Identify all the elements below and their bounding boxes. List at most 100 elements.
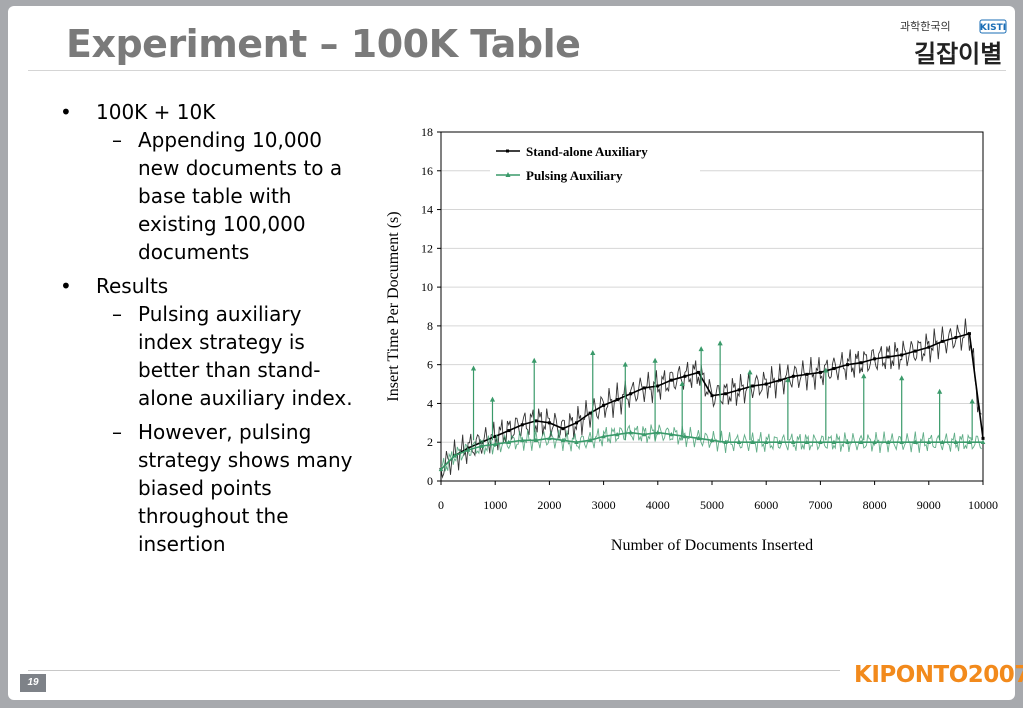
pulsing-point <box>655 430 661 435</box>
logo-korean-large: 길잡이별 <box>914 40 1002 68</box>
y-tick-label: 2 <box>427 435 433 449</box>
kiponto-logo: KIPONTO2007 <box>854 662 1023 688</box>
standalone-point <box>967 332 971 336</box>
x-tick-label: 7000 <box>808 498 832 512</box>
pulsing-point <box>926 439 932 445</box>
standalone-point <box>683 374 687 378</box>
bullet-text: 100K + 10K <box>96 100 216 124</box>
pulsing-point <box>791 439 796 445</box>
pulsing-point <box>899 439 904 445</box>
standalone-point <box>981 436 985 440</box>
pulsing-point <box>696 435 701 441</box>
x-tick-label: 3000 <box>592 498 616 512</box>
pulsing-point <box>953 439 959 445</box>
pulsing-point <box>763 439 769 445</box>
sub-bullet-item: Pulsing auxiliary index strategy is bett… <box>96 300 360 412</box>
x-tick-label: 10000 <box>968 498 998 512</box>
standalone-point <box>764 382 768 386</box>
standalone-point <box>724 392 728 396</box>
standalone-point <box>547 421 551 425</box>
pulsing-point <box>777 439 783 445</box>
standalone-point <box>900 353 904 357</box>
pulsing-point <box>479 443 484 448</box>
pulsing-point <box>560 437 566 443</box>
pulsing-point <box>940 439 945 445</box>
slide-title: Experiment – 100K Table <box>66 22 581 66</box>
standalone-point <box>642 386 646 390</box>
standalone-point <box>805 372 809 376</box>
x-tick-label: 0 <box>438 498 444 512</box>
pulsing-point <box>465 447 471 452</box>
pulsing-spike-point <box>489 396 496 402</box>
pulsing-spike-point <box>899 375 905 381</box>
y-tick-label: 16 <box>421 164 433 178</box>
pulsing-spike-point <box>470 365 477 371</box>
x-tick-label: 6000 <box>754 498 778 512</box>
pulsing-point <box>804 439 810 445</box>
bullet-text: Results <box>96 274 169 298</box>
pulsing-spike-point <box>969 398 975 404</box>
pulsing-point <box>547 435 552 441</box>
standalone-point <box>778 378 782 382</box>
title-divider <box>28 70 1006 71</box>
pulsing-point <box>492 441 498 446</box>
standalone-point <box>954 336 958 340</box>
pulsing-point <box>858 439 864 445</box>
standalone-point <box>493 434 497 438</box>
pulsing-point <box>885 439 891 445</box>
x-tick-label: 8000 <box>863 498 887 512</box>
pulsing-point <box>709 437 715 443</box>
standalone-point <box>913 349 917 353</box>
insert-time-chart: 0 2 4 6 8 10 12 14 16 18 0 1000 2000 3000 4000 5000 6000… <box>385 125 998 554</box>
standalone-point <box>927 345 931 349</box>
pulsing-point <box>641 431 647 437</box>
x-tick-label: 9000 <box>917 498 941 512</box>
standalone-point <box>859 361 863 365</box>
pulsing-spike-point <box>717 340 723 346</box>
legend-label-standalone: Stand-alone Auxiliary <box>526 144 648 159</box>
pulsing-point <box>980 439 986 445</box>
x-tick-label: 1000 <box>483 498 507 512</box>
standalone-point <box>751 384 755 388</box>
y-tick-label: 10 <box>421 280 433 294</box>
x-tick-label: 4000 <box>646 498 670 512</box>
legend-marker-pulsing <box>505 172 511 177</box>
y-tick-label: 6 <box>427 358 433 372</box>
standalone-point <box>602 403 606 407</box>
kisti-logo: 과학한국의 KISTI 길잡이별 <box>900 19 1007 68</box>
pulsing-point <box>506 439 512 445</box>
pulsing-spike-point <box>861 373 867 379</box>
pulsing-point <box>601 433 606 439</box>
pulsing-spike-point <box>590 350 596 356</box>
pulsing-point <box>750 439 755 445</box>
pulsing-point <box>574 439 579 445</box>
standalone-point <box>818 370 822 374</box>
slide: Experiment – 100K Table 과학한국의 KISTI 길잡이별… <box>8 6 1023 700</box>
pulsing-spike-point <box>622 361 628 367</box>
y-axis-label: Insert Time Per Document (s) <box>385 211 402 401</box>
standalone-point <box>520 423 524 427</box>
y-tick-label: 4 <box>427 396 433 410</box>
y-tick-label: 12 <box>421 241 433 255</box>
logo-korean-small: 과학한국의 <box>900 20 951 33</box>
pulsing-spike-point <box>531 357 537 363</box>
pulsing-spike-point <box>652 357 658 363</box>
page-number: 19 <box>20 674 46 692</box>
pulsing-point <box>723 439 728 445</box>
pulsing-point <box>452 453 457 458</box>
standalone-point <box>710 394 714 398</box>
pulsing-point <box>831 439 837 445</box>
pulsing-point <box>614 431 620 437</box>
standalone-point <box>886 355 890 359</box>
sub-bullet-item: However, pulsing strategy shows many bia… <box>96 418 360 558</box>
y-tick-label: 18 <box>421 125 433 139</box>
pulsing-point <box>818 439 823 445</box>
standalone-point <box>534 419 538 423</box>
standalone-point <box>629 392 633 396</box>
x-tick-label: 5000 <box>700 498 724 512</box>
series-jitter-standalone <box>440 318 982 479</box>
standalone-point <box>873 357 877 361</box>
pulsing-point <box>628 430 633 435</box>
pulsing-point <box>669 431 674 437</box>
y-tick-label: 14 <box>421 203 433 217</box>
